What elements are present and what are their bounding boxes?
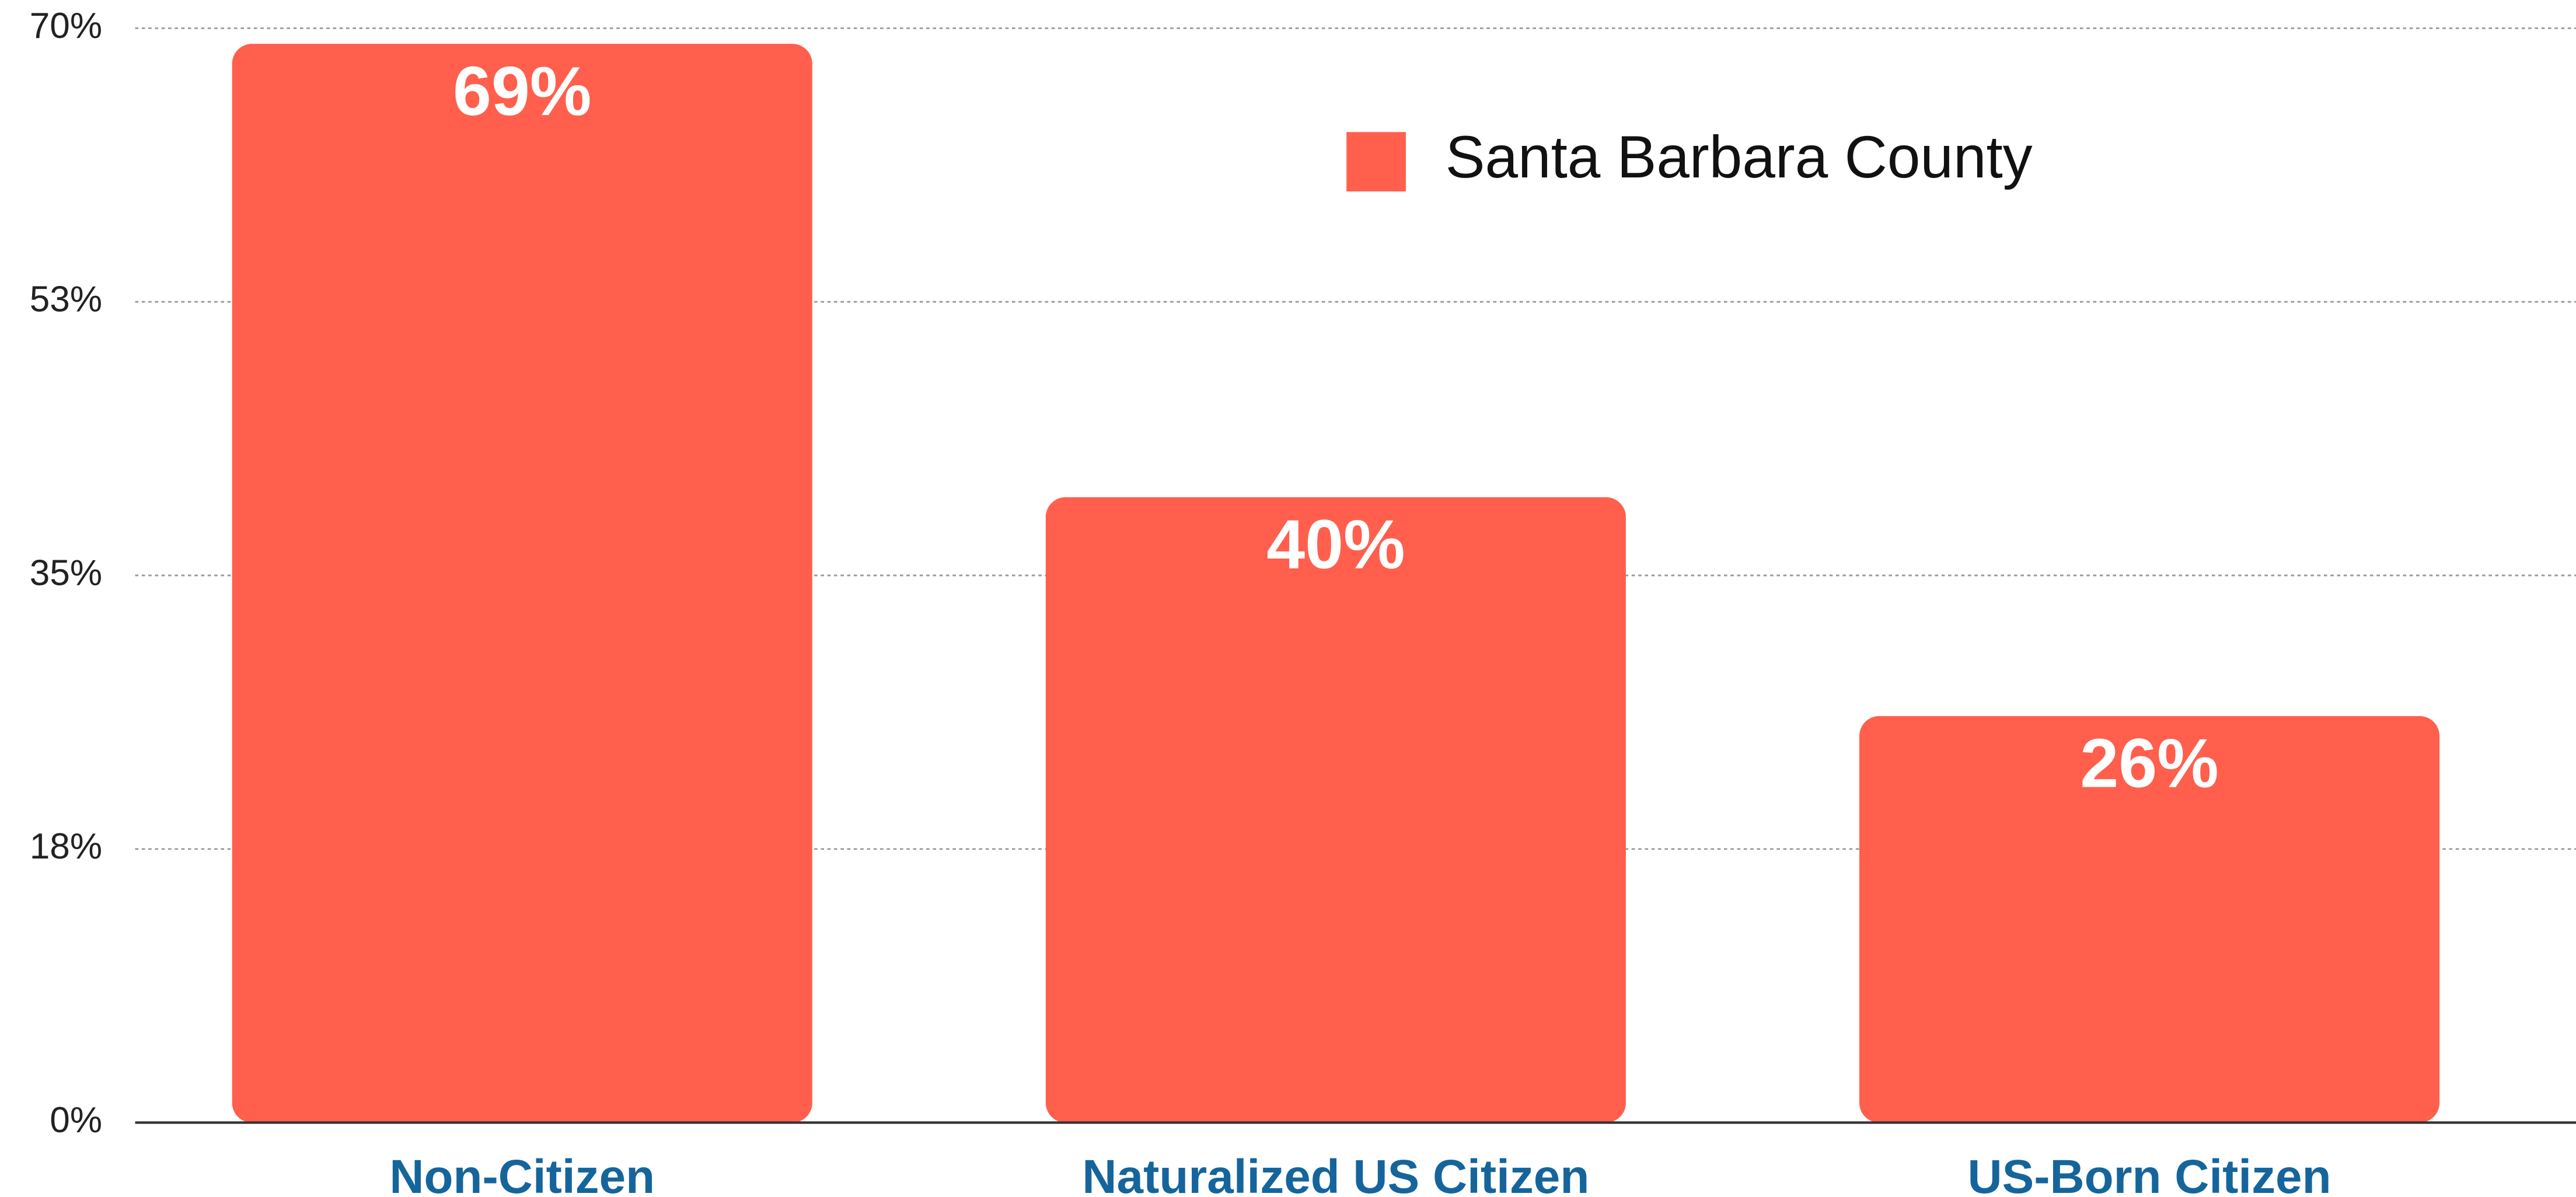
legend-label: Santa Barbara County <box>1446 124 2033 190</box>
y-tick-label: 0% <box>50 1100 102 1140</box>
bar <box>1045 497 1626 1123</box>
bar <box>1859 716 2440 1123</box>
y-tick-label: 35% <box>30 553 102 593</box>
x-tick-label: Naturalized US Citizen <box>1082 1150 1589 1197</box>
y-tick-label: 70% <box>30 6 102 46</box>
y-tick-label: 53% <box>30 280 102 320</box>
y-tick-label: 18% <box>30 826 102 867</box>
x-tick-label: Non-Citizen <box>389 1150 655 1197</box>
value-label: 40% <box>1266 507 1405 584</box>
x-tick-label: US-Born Citizen <box>1967 1150 2331 1197</box>
value-label: 26% <box>2080 725 2218 802</box>
legend-swatch <box>1346 132 1406 191</box>
bar <box>232 44 812 1123</box>
value-label: 69% <box>453 53 591 130</box>
